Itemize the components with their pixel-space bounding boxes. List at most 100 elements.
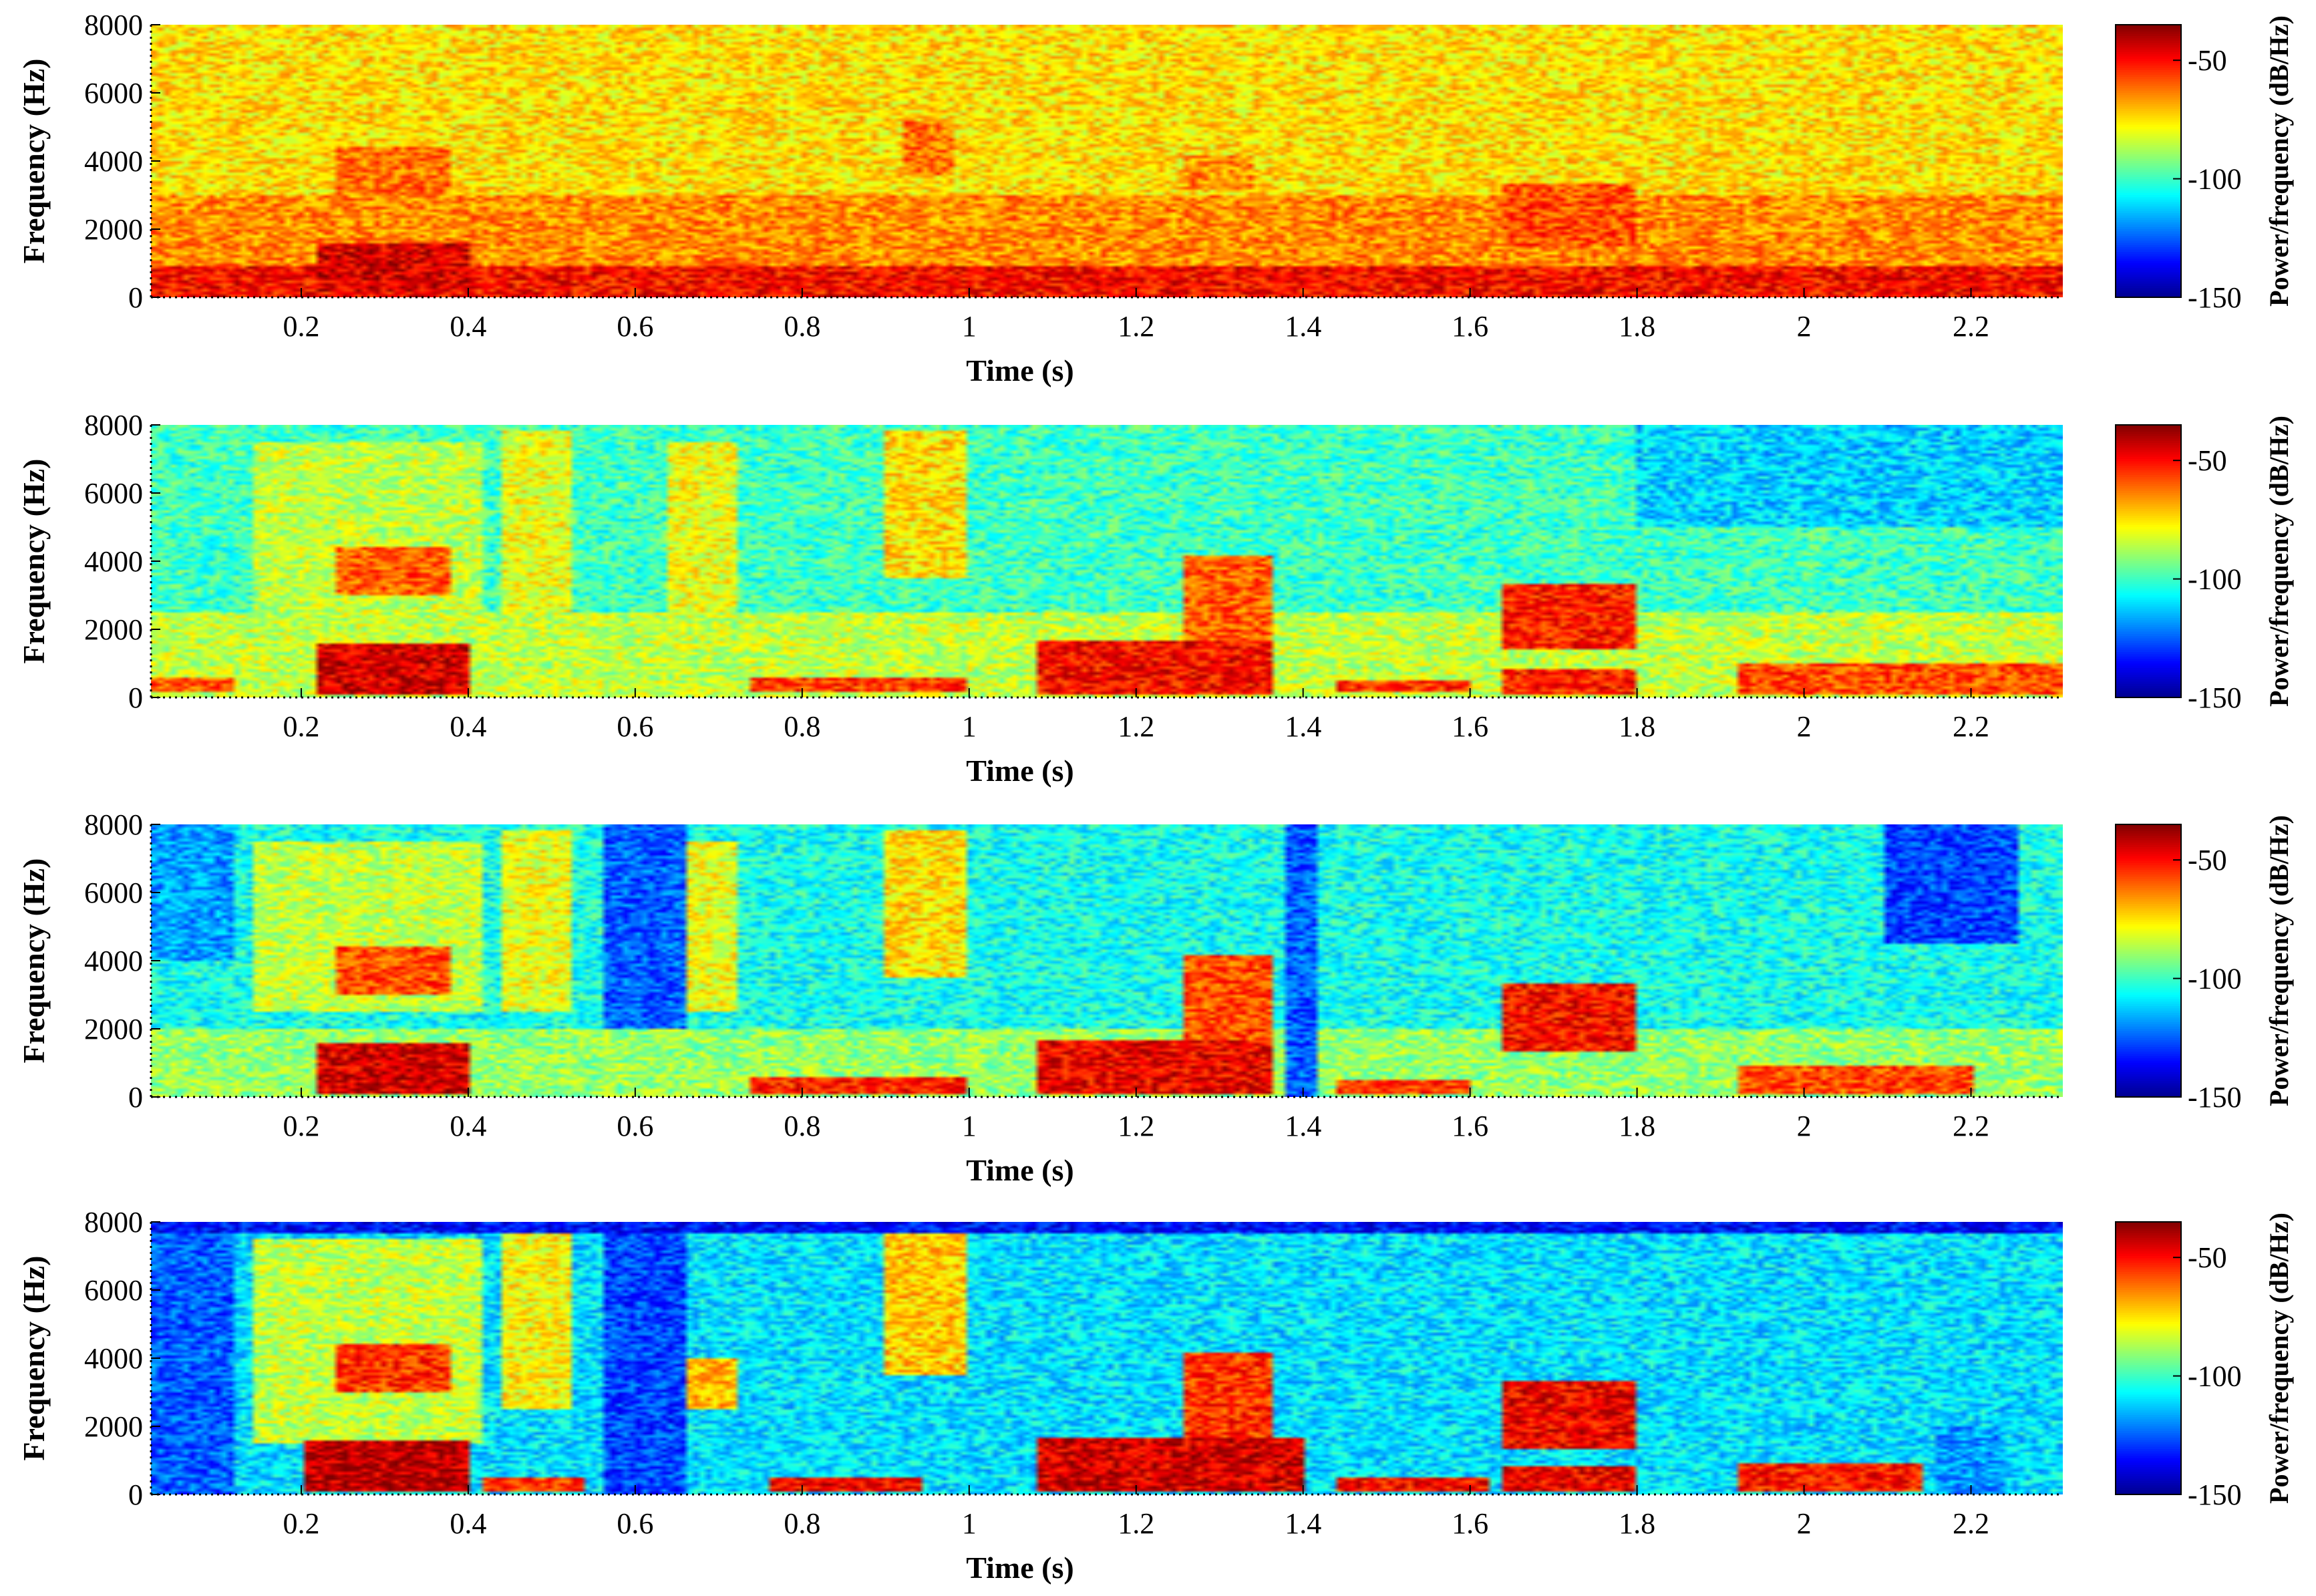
colorbar-step [2116, 31, 2181, 35]
colorbar-frame [2115, 824, 2182, 1098]
colorbar-step [2116, 1353, 2181, 1357]
colorbar: -50 -100 -150 Power/frequency (dB/Hz) [2115, 15, 2294, 314]
colorbar: -50 -100 -150 Power/frequency (dB/Hz) [2115, 1213, 2294, 1511]
colorbar-step [2116, 1446, 2181, 1450]
colorbar-step [2116, 1472, 2181, 1475]
colorbar-step [2116, 1401, 2181, 1404]
colorbar-step [2116, 534, 2181, 537]
colorbar-step [2116, 154, 2181, 158]
x-tick-label: 1.2 [1118, 710, 1154, 743]
colorbar-step [2116, 1342, 2181, 1345]
colorbar-step [2116, 1399, 2181, 1402]
colorbar-step [2116, 661, 2181, 664]
colorbar-step [2116, 963, 2181, 966]
x-tick-label: 0.4 [450, 710, 486, 743]
colorbar-step [2116, 118, 2181, 121]
colorbar-step [2116, 1442, 2181, 1446]
colorbar-step [2116, 466, 2181, 469]
colorbar-step [2116, 275, 2181, 278]
colorbar-step [2116, 911, 2181, 914]
colorbar-step [2116, 54, 2181, 57]
colorbar-step [2116, 263, 2181, 267]
colorbar-step [2116, 150, 2181, 153]
colorbar-step [2116, 1006, 2181, 1009]
colorbar-step [2116, 618, 2181, 621]
colorbar-tick-label: -50 [2188, 1241, 2227, 1274]
colorbar-step [2116, 122, 2181, 126]
x-tick-label: 0.2 [283, 1110, 319, 1142]
colorbar-step [2116, 1235, 2181, 1239]
colorbar-step [2116, 152, 2181, 155]
colorbar-step [2116, 568, 2181, 571]
colorbar-step [2116, 913, 2181, 916]
colorbar-step [2116, 695, 2181, 698]
colorbar-step [2116, 1331, 2181, 1334]
colorbar-step [2116, 518, 2181, 521]
colorbar-step [2116, 1456, 2181, 1459]
colorbar-step [2116, 516, 2181, 519]
colorbar-step [2116, 1412, 2181, 1416]
colorbar-step [2116, 474, 2181, 478]
x-tick-label: 2 [1797, 1110, 1812, 1142]
colorbar-step [2116, 1078, 2181, 1082]
colorbar-step [2116, 979, 2181, 982]
x-tick-label: 1.6 [1452, 310, 1488, 343]
colorbar-step [2116, 1453, 2181, 1457]
x-tick-label: 1.6 [1452, 1110, 1488, 1142]
colorbar-tick-label: -50 [2188, 44, 2227, 77]
colorbar-step [2116, 1388, 2181, 1391]
colorbar-step [2116, 997, 2181, 1000]
colorbar-step [2116, 917, 2181, 921]
colorbar-step [2116, 547, 2181, 550]
colorbar-step [2116, 1019, 2181, 1023]
x-tick-label: 2 [1797, 710, 1812, 743]
colorbar-step [2116, 1408, 2181, 1412]
colorbar-step [2116, 136, 2181, 139]
colorbar-step [2116, 1031, 2181, 1034]
colorbar-step [2116, 1313, 2181, 1316]
colorbar-step [2116, 243, 2181, 246]
colorbar-step [2116, 1449, 2181, 1452]
x-tick-label: 0.2 [283, 710, 319, 743]
colorbar-step [2116, 915, 2181, 919]
colorbar-step [2116, 1370, 2181, 1373]
colorbar-step [2116, 1310, 2181, 1313]
colorbar-step [2116, 63, 2181, 67]
colorbar-title: Power/frequency (dB/Hz) [2264, 1213, 2294, 1504]
colorbar-step [2116, 1072, 2181, 1075]
colorbar-step [2116, 1090, 2181, 1094]
colorbar-step [2116, 79, 2181, 82]
colorbar-step [2116, 249, 2181, 253]
colorbar-step [2116, 106, 2181, 110]
y-tick-label: 4000 [84, 545, 143, 578]
colorbar-step [2116, 558, 2181, 562]
colorbar-step [2116, 538, 2181, 542]
colorbar-step [2116, 1281, 2181, 1284]
colorbar-step [2116, 1422, 2181, 1425]
colorbar-step [2116, 279, 2181, 283]
colorbar-step [2116, 142, 2181, 146]
colorbar-step [2116, 953, 2181, 957]
x-tick-label: 1.2 [1118, 1507, 1154, 1540]
colorbar-step [2116, 860, 2181, 864]
x-tick-label: 0.4 [450, 310, 486, 343]
colorbar-step [2116, 885, 2181, 889]
colorbar-step [2116, 165, 2181, 169]
colorbar-step [2116, 1074, 2181, 1078]
colorbar-step [2116, 86, 2181, 90]
colorbar-step [2116, 647, 2181, 651]
colorbar-step [2116, 163, 2181, 166]
colorbar-step [2116, 1029, 2181, 1032]
colorbar-step [2116, 229, 2181, 232]
colorbar-step [2116, 1374, 2181, 1378]
colorbar-step [2116, 690, 2181, 694]
colorbar-step [2116, 461, 2181, 464]
colorbar-step [2116, 432, 2181, 435]
colorbar-step [2116, 77, 2181, 80]
colorbar-step [2116, 935, 2181, 939]
colorbar-step [2116, 436, 2181, 440]
colorbar-step [2116, 286, 2181, 289]
colorbar-step [2116, 672, 2181, 675]
colorbar-step [2116, 524, 2181, 528]
